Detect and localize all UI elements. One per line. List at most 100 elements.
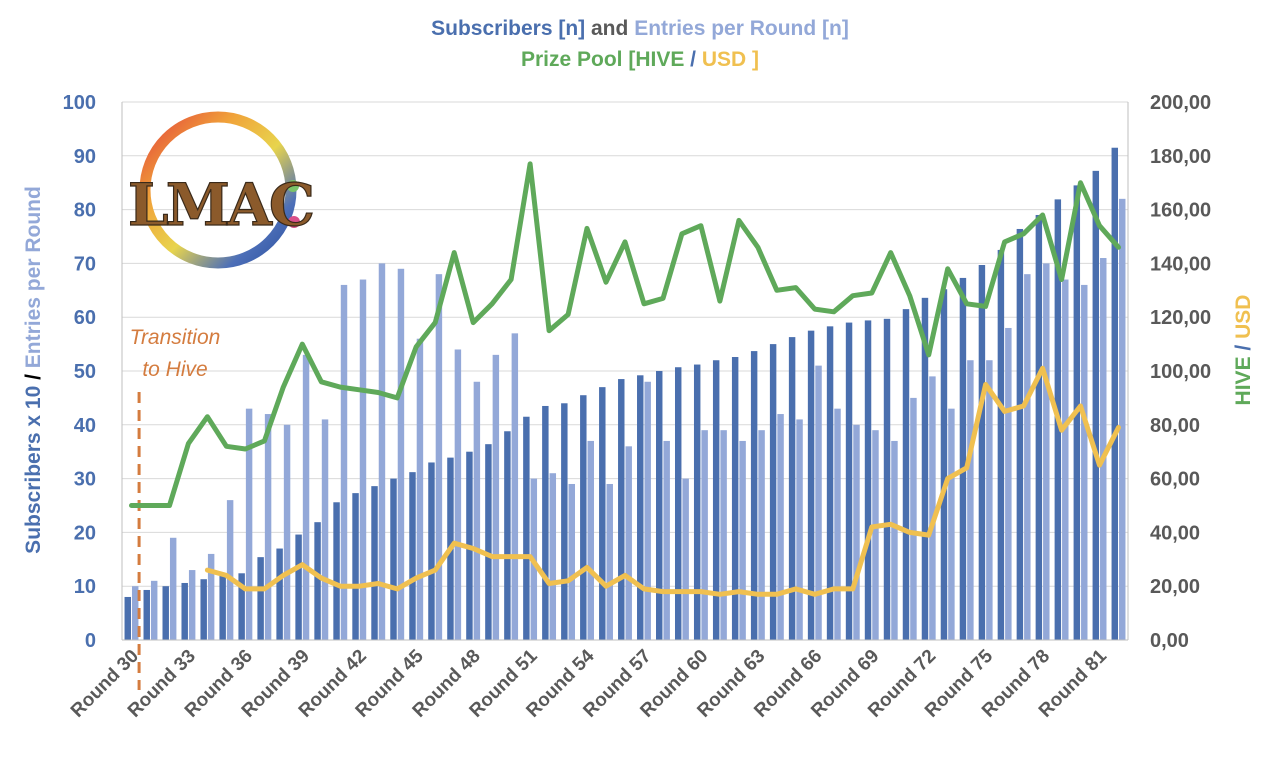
entries-bar — [796, 419, 803, 640]
left-axis-title: Subscribers x 10 / Entries per Round — [22, 186, 45, 554]
entries-bar — [1119, 198, 1126, 640]
entries-bar — [967, 360, 974, 640]
entries-bar — [226, 500, 234, 640]
logo-text: LMAC — [128, 171, 313, 239]
subscribers-bar — [618, 379, 625, 640]
entries-bar — [1005, 327, 1012, 640]
entries-bar — [663, 440, 670, 640]
subscribers-bar — [1035, 214, 1043, 641]
subscribers-bar — [921, 297, 929, 640]
right-tick-label: 180,00 — [1150, 146, 1211, 168]
subscribers-bar — [238, 573, 245, 640]
title-and: and — [585, 17, 634, 40]
subscribers-bar — [333, 502, 340, 640]
subscribers-bar — [219, 575, 226, 640]
transition-label-line-1: Transition — [130, 326, 221, 349]
entries-bar — [302, 354, 310, 640]
entries-bar — [131, 586, 139, 640]
subscribers-bar — [940, 289, 948, 640]
subscribers-bar — [371, 486, 378, 640]
right-tick-label: 100,00 — [1150, 361, 1211, 383]
lmac-logo: LMAC — [127, 111, 317, 269]
entries-bar — [587, 440, 594, 640]
entries-bar — [872, 430, 879, 640]
subscribers-bar — [674, 367, 682, 640]
entries-bar — [359, 279, 367, 640]
entries-bar — [188, 570, 196, 640]
left-tick-label: 50 — [74, 361, 96, 383]
subscribers-bar — [352, 493, 359, 640]
subscribers-bar — [143, 589, 150, 640]
left-tick-label: 0 — [85, 630, 96, 652]
left-tick-label: 60 — [74, 307, 96, 329]
entries-bar — [207, 553, 215, 640]
entries-bar — [549, 473, 557, 640]
right-axis-title-hive: HIVE — [1232, 356, 1255, 405]
right-tick-label: 200,00 — [1150, 92, 1211, 114]
entries-bar — [1081, 284, 1088, 640]
chart-title-line-1: Subscribers [n] and Entries per Round [n… — [431, 17, 849, 40]
left-axis-title-subscribers: Subscribers x 10 — [22, 386, 45, 554]
subscribers-bar — [257, 557, 264, 640]
entries-bar — [606, 483, 613, 640]
entries-bar — [416, 338, 424, 640]
subscribers-bar — [485, 444, 492, 640]
entries-bar — [150, 580, 158, 640]
subscribers-bar — [200, 579, 207, 640]
subscribers-bar — [750, 351, 758, 640]
chart-title-line-2: Prize Pool [HIVE / USD ] — [521, 48, 759, 71]
right-axis-title-sep: / — [1232, 339, 1255, 357]
right-tick-label: 40,00 — [1150, 522, 1200, 544]
entries-bar — [701, 430, 708, 640]
entries-bar — [834, 408, 841, 640]
right-tick-label: 20,00 — [1150, 576, 1200, 598]
entries-bar — [948, 408, 955, 640]
entries-bar — [378, 263, 386, 640]
entries-bar — [340, 284, 348, 640]
title-entries: Entries per Round [n] — [634, 17, 849, 40]
left-tick-label: 90 — [74, 146, 96, 168]
subscribers-bar — [656, 371, 663, 640]
entries-bar — [511, 333, 519, 640]
subscribers-bar — [124, 596, 131, 640]
subscribers-bar — [788, 337, 796, 640]
right-axis-title-usd: USD — [1232, 295, 1255, 339]
subscribers-bar — [542, 405, 549, 640]
left-tick-label: 80 — [74, 200, 96, 222]
left-tick-label: 40 — [74, 415, 96, 437]
left-tick-label: 10 — [74, 576, 96, 598]
entries-bar — [492, 354, 500, 640]
left-axis-title-sep: / — [22, 368, 45, 386]
entries-bar — [169, 537, 177, 640]
title-hive: HIVE — [635, 48, 684, 71]
subscribers-bar — [295, 534, 302, 640]
subscribers-bar — [428, 462, 435, 640]
right-tick-label: 80,00 — [1150, 415, 1200, 437]
subscribers-bar — [769, 344, 777, 640]
right-tick-label: 120,00 — [1150, 307, 1211, 329]
right-tick-label: 140,00 — [1150, 253, 1211, 275]
entries-bar — [929, 376, 936, 640]
subscribers-bar — [902, 309, 910, 640]
subscribers-bar — [959, 277, 967, 640]
subscribers-bar — [599, 387, 606, 640]
lines — [129, 161, 1121, 597]
entries-bar — [777, 414, 784, 640]
subscribers-bar — [276, 548, 283, 640]
entries-bar — [815, 365, 822, 640]
entries-bar — [910, 397, 917, 640]
subscribers-bar — [1016, 228, 1024, 640]
entries-bar — [1062, 279, 1069, 640]
entries-bar — [1024, 274, 1031, 640]
subscribers-bar — [314, 522, 321, 640]
entries-bar — [1043, 263, 1050, 640]
subscribers-bar — [712, 360, 720, 640]
entries-bar — [454, 349, 462, 640]
entries-bar — [473, 381, 481, 640]
subscribers-bar — [1111, 147, 1119, 641]
entries-bar — [568, 483, 576, 640]
subscribers-bar — [978, 265, 986, 640]
entries-bar — [245, 408, 253, 640]
subscribers-bar — [181, 582, 188, 640]
title-suffix: ] — [746, 48, 759, 71]
